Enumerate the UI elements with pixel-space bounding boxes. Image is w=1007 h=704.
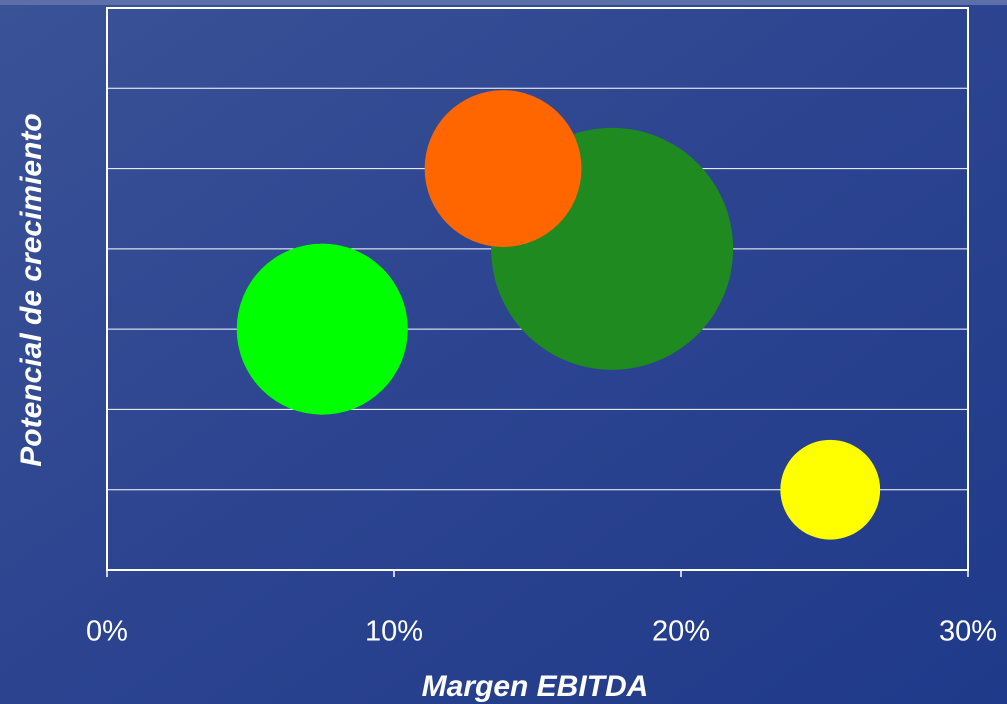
plot-border xyxy=(106,7,969,571)
plot-area: 0% 10% 20% 30% xyxy=(86,7,997,648)
bubble xyxy=(424,90,582,247)
x-tick-label: 0% xyxy=(86,616,128,648)
bubble xyxy=(236,243,408,415)
x-tick-label: 20% xyxy=(652,616,710,648)
x-tick-label: 10% xyxy=(365,616,423,648)
x-axis-title: Margen EBITDA xyxy=(422,670,649,703)
top-band xyxy=(0,0,1007,5)
bubble xyxy=(780,439,881,540)
x-tick-label: 30% xyxy=(939,616,997,648)
y-axis-title: Potencial de crecimiento xyxy=(15,113,48,466)
